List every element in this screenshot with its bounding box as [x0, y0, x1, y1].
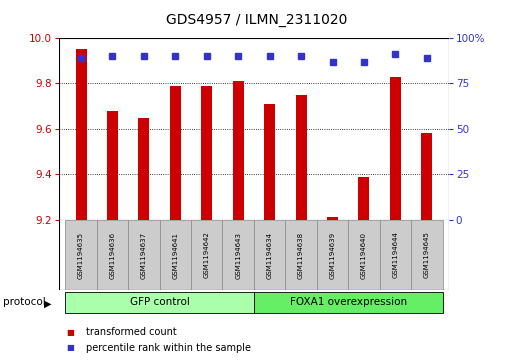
Bar: [128, 220, 160, 290]
Bar: [317, 220, 348, 290]
Bar: [254, 291, 443, 313]
Text: GDS4957 / ILMN_2311020: GDS4957 / ILMN_2311020: [166, 13, 347, 27]
Bar: [359, 176, 369, 220]
Bar: [191, 220, 223, 290]
Bar: [327, 217, 338, 220]
Bar: [75, 49, 87, 220]
Text: GSM1194641: GSM1194641: [172, 232, 179, 278]
Text: FOXA1 overexpression: FOXA1 overexpression: [290, 297, 407, 307]
Bar: [285, 220, 317, 290]
Bar: [97, 220, 128, 290]
Bar: [139, 118, 149, 220]
Bar: [170, 86, 181, 220]
Bar: [160, 220, 191, 290]
Text: GSM1194645: GSM1194645: [424, 232, 430, 278]
Bar: [411, 220, 443, 290]
Text: GSM1194638: GSM1194638: [298, 232, 304, 278]
Bar: [223, 220, 254, 290]
Bar: [65, 291, 254, 313]
Text: percentile rank within the sample: percentile rank within the sample: [86, 343, 251, 353]
Text: ▶: ▶: [44, 298, 51, 308]
Text: GSM1194634: GSM1194634: [267, 232, 272, 278]
Text: GFP control: GFP control: [130, 297, 189, 307]
Text: GSM1194639: GSM1194639: [329, 232, 336, 278]
Text: GSM1194636: GSM1194636: [109, 232, 115, 278]
Bar: [380, 220, 411, 290]
Text: ■: ■: [67, 328, 74, 337]
Text: protocol: protocol: [3, 297, 45, 307]
Text: GSM1194642: GSM1194642: [204, 232, 210, 278]
Text: GSM1194644: GSM1194644: [392, 232, 399, 278]
Bar: [421, 133, 432, 220]
Bar: [107, 111, 118, 220]
Text: ■: ■: [67, 343, 74, 352]
Text: transformed count: transformed count: [86, 327, 177, 337]
Bar: [295, 95, 307, 220]
Text: GSM1194637: GSM1194637: [141, 232, 147, 278]
Bar: [254, 220, 285, 290]
Bar: [233, 81, 244, 220]
Text: GSM1194640: GSM1194640: [361, 232, 367, 278]
Bar: [390, 77, 401, 220]
Bar: [264, 104, 275, 220]
Text: GSM1194635: GSM1194635: [78, 232, 84, 278]
Bar: [65, 220, 97, 290]
Bar: [348, 220, 380, 290]
Text: GSM1194643: GSM1194643: [235, 232, 241, 278]
Bar: [201, 86, 212, 220]
